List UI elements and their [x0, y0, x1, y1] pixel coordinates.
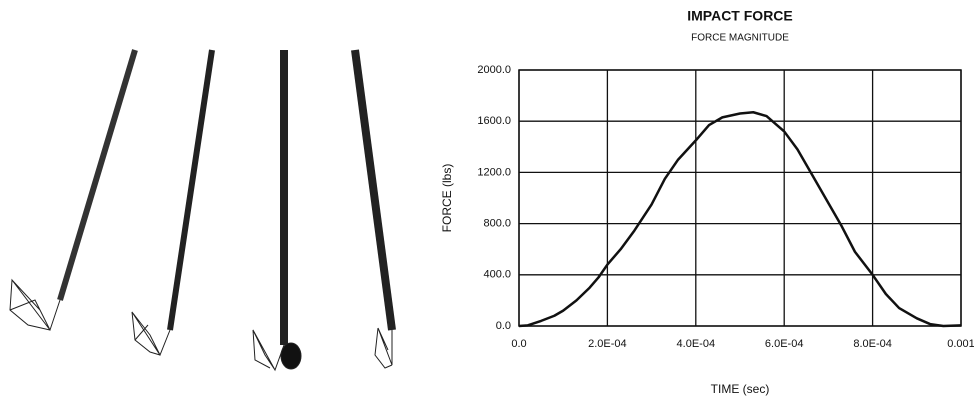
chart-subtitle: FORCE MAGNITUDE — [691, 33, 789, 44]
page: IMPACT FORCE FORCE MAGNITUDE TIME (sec) … — [0, 0, 974, 398]
x-tick-label: 4.0E-04 — [677, 338, 716, 350]
plot-frame — [519, 70, 961, 326]
y-tick-label: 800.0 — [483, 218, 511, 230]
x-tick-label: 8.0E-04 — [853, 338, 892, 350]
data-line — [519, 112, 961, 326]
y-tick-label: 400.0 — [483, 269, 511, 281]
x-axis-label: TIME (sec) — [711, 382, 770, 396]
golf-club-illustrations — [10, 50, 392, 370]
chart-title: IMPACT FORCE — [687, 8, 793, 24]
x-tick-label: 0.001 — [947, 338, 974, 350]
x-tick-label: 6.0E-04 — [765, 338, 804, 350]
y-tick-label: 1200.0 — [477, 166, 511, 178]
x-tick-label: 0.0 — [511, 338, 526, 350]
x-tick-label: 2.0E-04 — [588, 338, 627, 350]
y-tick-label: 0.0 — [496, 320, 511, 332]
y-tick-label: 2000.0 — [477, 64, 511, 76]
y-axis-label: FORCE (lbs) — [440, 164, 454, 233]
y-tick-label: 1600.0 — [477, 115, 511, 127]
